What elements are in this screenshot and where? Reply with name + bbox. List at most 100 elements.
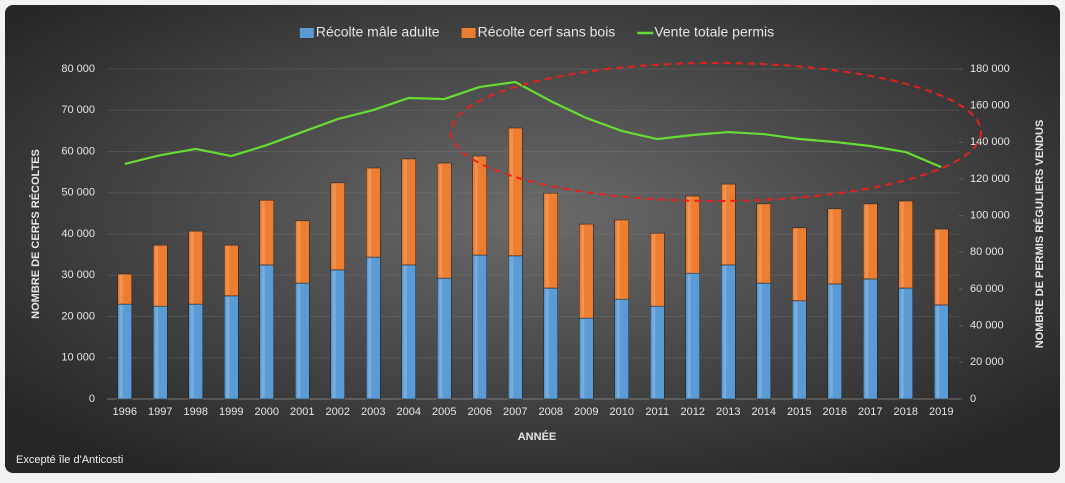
x-tick-label: 2000 [255, 406, 279, 418]
bar-highlight [652, 234, 656, 306]
bar-highlight [226, 246, 230, 295]
legend-swatch [299, 28, 314, 38]
bar-highlight [829, 209, 833, 283]
y-tick-label: 60 000 [61, 145, 95, 157]
bar-highlight [616, 300, 620, 398]
bar-segment [437, 162, 452, 279]
bar-highlight [687, 274, 691, 398]
bar-highlight [616, 220, 620, 299]
x-tick-label: 2017 [858, 406, 882, 418]
bar-highlight [510, 128, 514, 255]
y2-tick-label: 80 000 [970, 246, 1004, 258]
x-tick-label: 2007 [503, 406, 527, 418]
y-axis-title: NOMBRE DE CERFS RÉCOLTES [29, 149, 42, 319]
y-tick-label: 70 000 [61, 104, 95, 116]
x-tick-label: 2008 [539, 406, 563, 418]
x-tick-label: 2002 [326, 406, 350, 418]
bar-highlight [936, 305, 940, 398]
x-tick-label: 1998 [184, 406, 208, 418]
bar-highlight [368, 169, 372, 257]
bar-highlight [829, 284, 833, 398]
bar-segment [934, 228, 949, 306]
bar-highlight [794, 228, 798, 300]
bar-highlight [474, 256, 478, 398]
y2-tick-label: 40 000 [970, 320, 1004, 332]
bar-highlight [439, 164, 443, 278]
legend: Récolte mâle adulte Récolte cerf sans boi… [299, 24, 774, 40]
bar-highlight [936, 230, 940, 304]
bar-segment [153, 244, 168, 307]
y-tick-label: 80 000 [61, 63, 95, 75]
y-tick-label: 40 000 [61, 228, 95, 240]
bar-segment [898, 200, 913, 289]
bar-highlight [581, 319, 585, 398]
bar-highlight [865, 204, 869, 278]
bar-highlight [900, 202, 904, 288]
highlight-ellipse [450, 62, 982, 202]
legend-label: Récolte cerf sans bois [478, 24, 616, 40]
x-tick-label: 1997 [148, 406, 172, 418]
bar-segment [614, 219, 629, 300]
bar-highlight [865, 279, 869, 398]
y-tick-label: 20 000 [61, 310, 95, 322]
y2-axis-title: NOMBRE DE PERMIS RÉGULIERS VENDUS [1033, 120, 1046, 349]
bar-segment [543, 192, 558, 289]
y-tick-label: 30 000 [61, 269, 95, 281]
y2-tick-label: 180 000 [970, 63, 1010, 75]
legend-label: Récolte mâle adulte [316, 24, 440, 40]
x-tick-label: 2016 [823, 406, 847, 418]
y2-tick-label: 20 000 [970, 356, 1004, 368]
y-tick-label: 10 000 [61, 352, 95, 364]
bar-highlight [758, 284, 762, 398]
bar-highlight [119, 275, 123, 304]
bar-segment [401, 158, 416, 266]
x-tick-label: 2013 [716, 406, 740, 418]
x-tick-label: 2012 [681, 406, 705, 418]
bar-highlight [900, 289, 904, 398]
bar-highlight [155, 246, 159, 306]
bar-highlight [723, 265, 727, 398]
bar-segment [117, 273, 132, 305]
x-tick-label: 2019 [929, 406, 953, 418]
bar-highlight [439, 279, 443, 398]
bar-segment [508, 127, 523, 257]
x-tick-label: 2014 [752, 406, 776, 418]
x-tick-label: 1996 [113, 406, 137, 418]
y-tick-label: 50 000 [61, 187, 95, 199]
y2-tick-label: 160 000 [970, 100, 1010, 112]
bar-segment [366, 167, 381, 258]
legend-swatch [461, 28, 476, 38]
bar-highlight [226, 296, 230, 398]
bar-highlight [190, 232, 194, 304]
bar-highlight [297, 284, 301, 398]
x-tick-label: 2003 [361, 406, 385, 418]
y2-tick-label: 140 000 [970, 136, 1010, 148]
bar-segment [330, 182, 345, 271]
bar-segment [472, 155, 487, 256]
y2-tick-label: 100 000 [970, 210, 1010, 222]
bar-highlight [794, 301, 798, 398]
bar-segment [650, 232, 665, 307]
bar-segment [827, 208, 842, 285]
x-axis-title: ANNÉE [518, 430, 557, 443]
bar-highlight [332, 270, 336, 398]
bar-highlight [545, 194, 549, 288]
y-tick-label: 0 [89, 393, 95, 405]
bar-segment [259, 199, 274, 266]
bar-highlight [403, 265, 407, 398]
y2-tick-label: 60 000 [970, 283, 1004, 295]
line-series [124, 80, 942, 169]
bar-highlight [758, 204, 762, 283]
bar-highlight [581, 225, 585, 318]
x-tick-label: 2010 [610, 406, 634, 418]
bar-highlight [474, 157, 478, 255]
x-tick-label: 2005 [432, 406, 456, 418]
x-tick-label: 1999 [219, 406, 243, 418]
y2-tick-label: 0 [970, 393, 976, 405]
bar-highlight [545, 289, 549, 398]
bar-highlight [510, 256, 514, 398]
x-tick-label: 2004 [397, 406, 421, 418]
bar-highlight [261, 265, 265, 398]
